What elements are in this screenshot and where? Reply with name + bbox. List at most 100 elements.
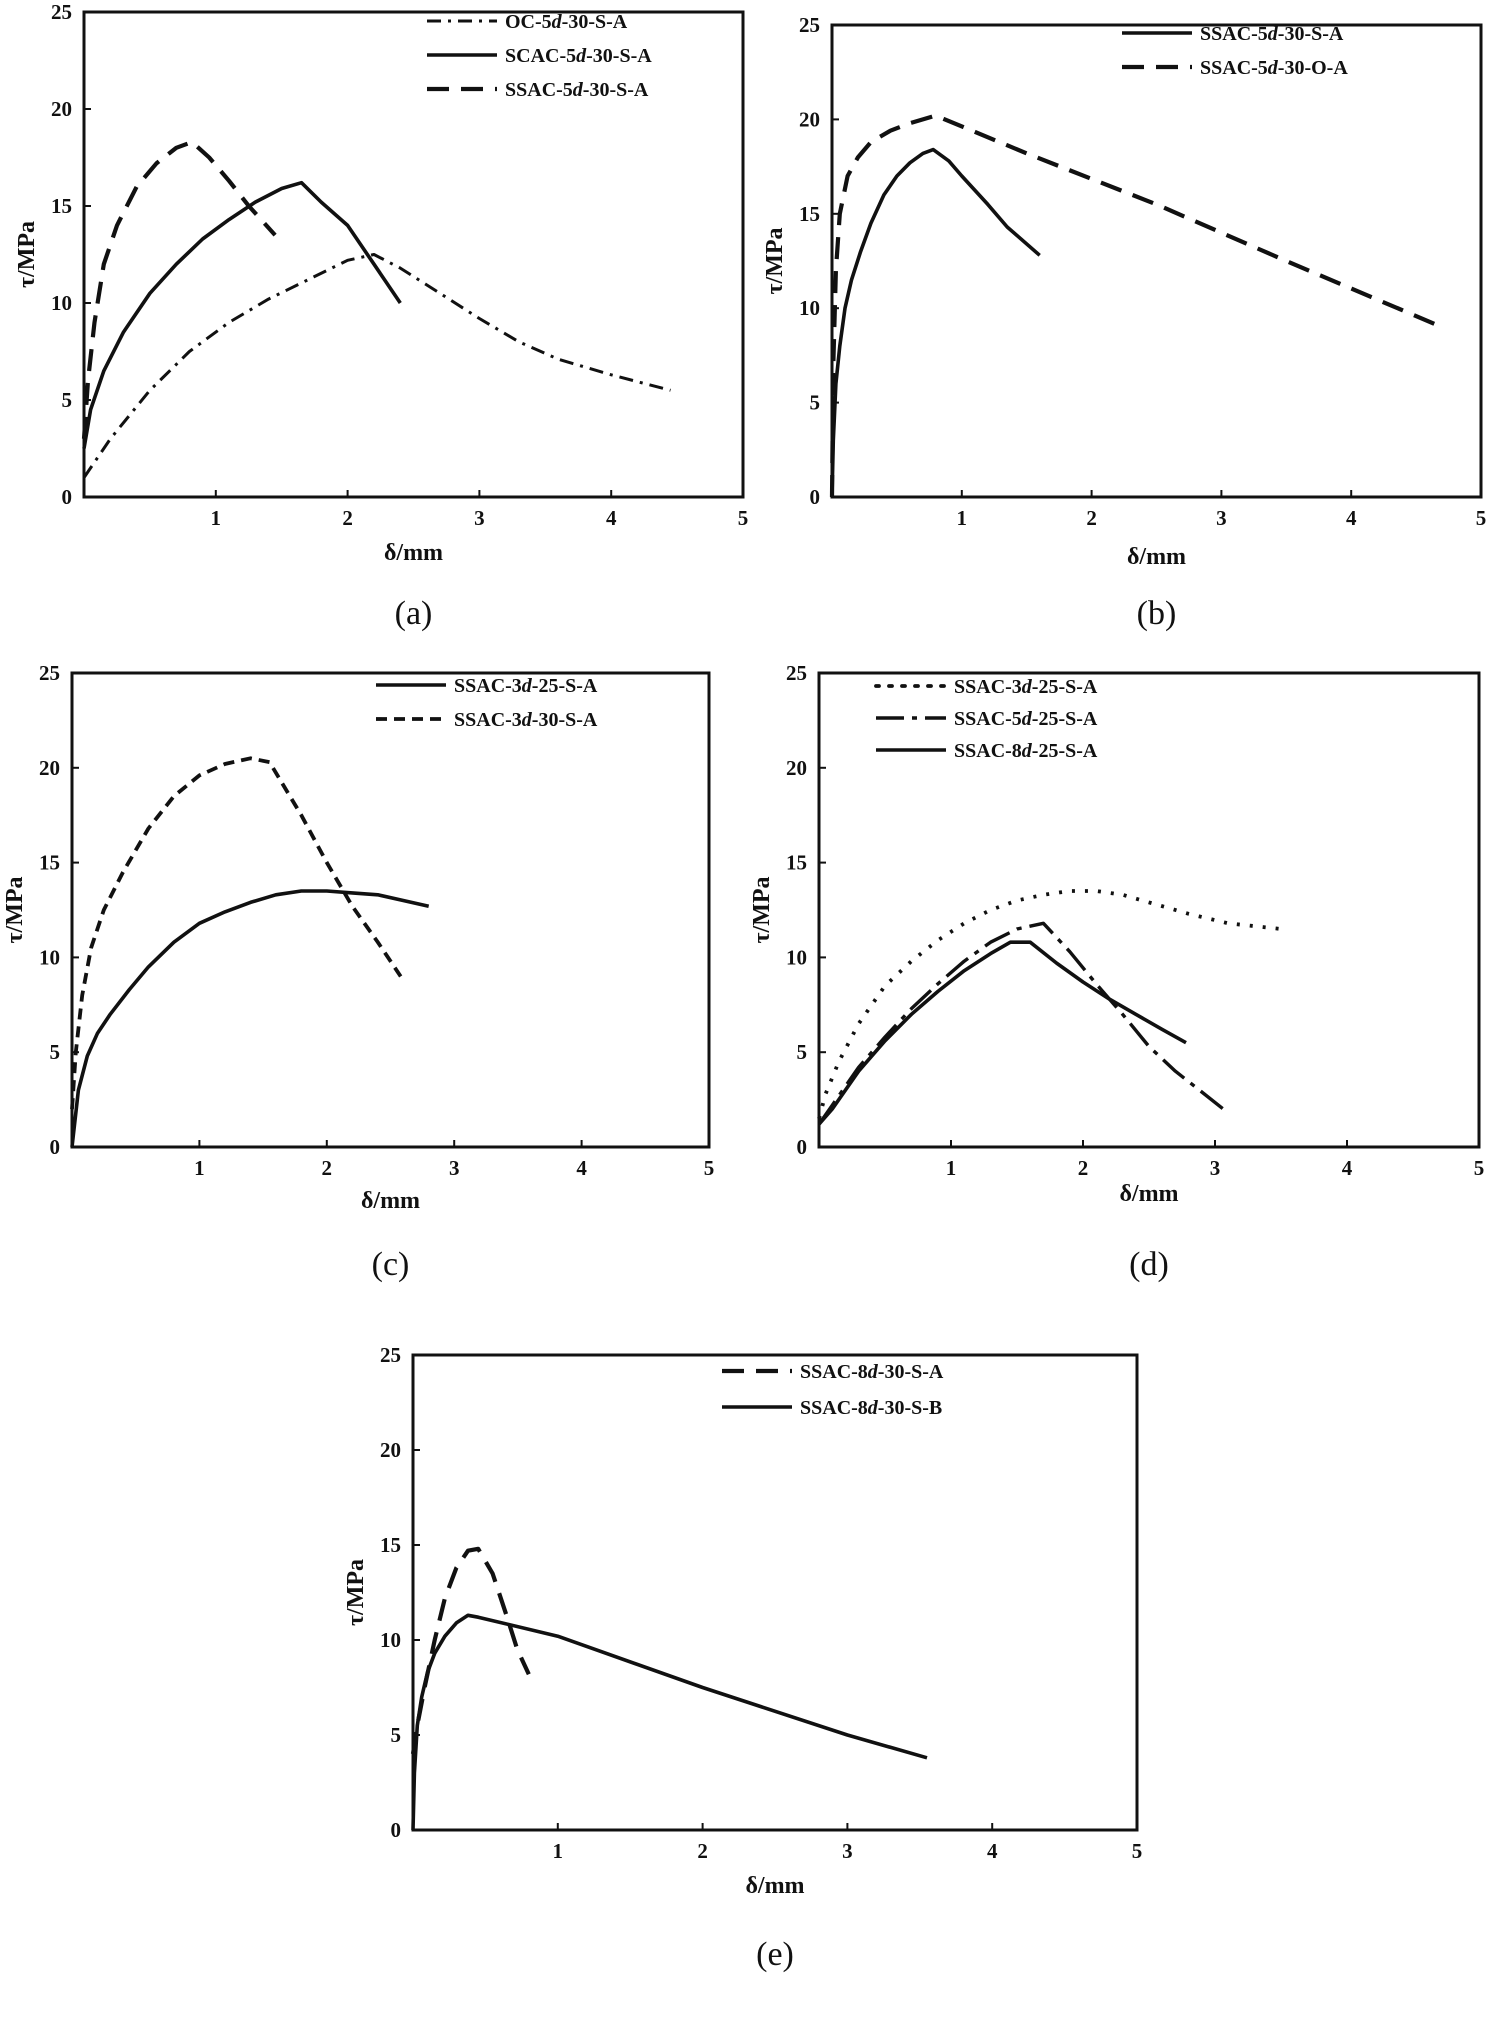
legend-label-2: SSAC-8d-30-S-B — [800, 1397, 942, 1419]
chart-panel-5: 0 5 10 15 20 25 1 2 3 4 5 δ/mm τ/MPa SSAC-8d-30-S-A SS… — [343, 1343, 1142, 1973]
series-line-3 — [817, 940, 1187, 1126]
x-axis-label: δ/mm — [1127, 544, 1186, 570]
legend-label-1: SSAC-3d-25-S-A — [454, 675, 598, 697]
x-axis-label: δ/mm — [361, 1188, 420, 1214]
x-tick-label: 3 — [1216, 506, 1227, 530]
x-tick-label: 3 — [842, 1839, 853, 1863]
x-tick-label: 2 — [322, 1156, 333, 1180]
series-line-1 — [817, 889, 1282, 1120]
x-axis-label: δ/mm — [745, 1873, 804, 1899]
x-tick-label: 3 — [1210, 1156, 1221, 1180]
y-axis-label: τ/MPa — [343, 1559, 369, 1626]
x-tick-label: 4 — [1342, 1156, 1353, 1180]
legend-label-2: SSAC-5d-30-O-A — [1200, 57, 1348, 79]
x-tick-label: 4 — [606, 506, 617, 530]
x-tick-label: 2 — [1078, 1156, 1089, 1180]
chart-panel-2: 0 5 10 15 20 25 1 2 3 4 5 δ/mm τ/MPa SSAC-5d-30-S-A SS… — [762, 13, 1486, 632]
y-axis-label: τ/MPa — [762, 227, 788, 294]
series-line-2 — [411, 1613, 928, 1831]
y-tick-label: 10 — [51, 291, 72, 315]
series-line-1 — [70, 889, 430, 1148]
x-tick-label: 2 — [342, 506, 353, 530]
x-tick-label: 1 — [957, 506, 968, 530]
panel-label: (b) — [1137, 595, 1177, 632]
plot-frame — [411, 1353, 1139, 1832]
legend-label-1: SSAC-8d-30-S-A — [800, 1361, 944, 1383]
y-tick-label: 20 — [51, 97, 72, 121]
panel-label: (c) — [372, 1246, 410, 1283]
y-tick-label: 10 — [799, 296, 820, 320]
y-tick-label: 20 — [39, 756, 60, 780]
series-line-1 — [82, 253, 671, 479]
x-tick-label: 5 — [704, 1156, 715, 1180]
x-tick-label: 1 — [553, 1839, 564, 1863]
legend-label-1: OC-5d-30-S-A — [505, 11, 628, 33]
legend-label-1: SSAC-3d-25-S-A — [954, 676, 1098, 698]
y-tick-label: 15 — [380, 1533, 401, 1557]
legend-label-2: SCAC-5d-30-S-A — [505, 45, 652, 67]
legend-label-2: SSAC-5d-25-S-A — [954, 708, 1098, 730]
x-tick-label: 3 — [449, 1156, 460, 1180]
series-line-2 — [817, 921, 1230, 1126]
y-tick-label: 15 — [51, 194, 72, 218]
y-tick-label: 20 — [380, 1438, 401, 1462]
y-tick-label: 15 — [799, 202, 820, 226]
legend-label-3: SSAC-5d-30-S-A — [505, 79, 649, 101]
x-tick-label: 4 — [987, 1839, 998, 1863]
y-tick-label: 20 — [786, 756, 807, 780]
x-tick-label: 4 — [576, 1156, 587, 1180]
y-tick-label: 5 — [62, 388, 73, 412]
x-tick-label: 4 — [1346, 506, 1357, 530]
y-axis-label: τ/MPa — [2, 876, 28, 943]
x-tick-label: 3 — [474, 506, 485, 530]
legend-label-3: SSAC-8d-25-S-A — [954, 740, 1098, 762]
panel-label: (d) — [1129, 1246, 1169, 1283]
y-tick-label: 5 — [797, 1040, 808, 1064]
y-tick-label: 0 — [797, 1135, 808, 1159]
y-tick-label: 25 — [380, 1343, 401, 1367]
x-axis-label: δ/mm — [1119, 1181, 1178, 1207]
x-tick-label: 1 — [194, 1156, 205, 1180]
chart-panel-3: 0 5 10 15 20 25 1 2 3 4 5 δ/mm τ/MPa SSAC-3d-25-S-A SS… — [2, 661, 714, 1283]
plot-frame — [82, 10, 745, 499]
chart-panel-4: 0 5 10 15 20 25 1 2 3 4 5 δ/mm τ/MPa SSAC-3d-25-S-A SS… — [749, 661, 1484, 1283]
x-tick-label: 5 — [1474, 1156, 1485, 1180]
series-line-2 — [82, 180, 402, 449]
y-tick-label: 10 — [786, 945, 807, 969]
legend-label-2: SSAC-3d-30-S-A — [454, 709, 598, 731]
y-tick-label: 5 — [391, 1723, 402, 1747]
series-line-2 — [829, 113, 1443, 498]
y-tick-label: 10 — [39, 945, 60, 969]
y-tick-label: 0 — [62, 485, 73, 509]
y-tick-label: 5 — [810, 391, 821, 415]
y-axis-label: τ/MPa — [14, 221, 40, 288]
panel-label: (e) — [756, 1936, 794, 1973]
y-tick-label: 10 — [380, 1628, 401, 1652]
x-tick-label: 1 — [946, 1156, 957, 1180]
x-tick-label: 1 — [211, 506, 222, 530]
series-line-3 — [81, 139, 277, 439]
y-tick-label: 20 — [799, 107, 820, 131]
plot-frame — [70, 671, 711, 1149]
y-tick-label: 15 — [39, 851, 60, 875]
x-axis-label: δ/mm — [384, 540, 443, 566]
chart-panel-1: 0 5 10 15 20 25 1 2 3 4 5 δ/mm τ/MPa OC-5d-30-S-A SCAC… — [14, 0, 748, 632]
y-tick-label: 15 — [786, 851, 807, 875]
y-tick-label: 25 — [39, 661, 60, 685]
x-tick-label: 5 — [1132, 1839, 1143, 1863]
y-tick-label: 0 — [391, 1818, 402, 1842]
x-tick-label: 5 — [1476, 506, 1487, 530]
plot-frame — [830, 23, 1483, 499]
series-line-1 — [830, 147, 1041, 498]
x-tick-label: 2 — [1086, 506, 1097, 530]
x-tick-label: 5 — [738, 506, 749, 530]
legend-label-1: SSAC-5d-30-S-A — [1200, 23, 1344, 45]
y-tick-label: 25 — [799, 13, 820, 37]
plot-frame — [817, 671, 1481, 1149]
y-tick-label: 0 — [810, 485, 821, 509]
x-tick-label: 2 — [697, 1839, 708, 1863]
series-line-1 — [410, 1546, 531, 1755]
y-tick-label: 25 — [786, 661, 807, 685]
panel-label: (a) — [395, 595, 433, 632]
